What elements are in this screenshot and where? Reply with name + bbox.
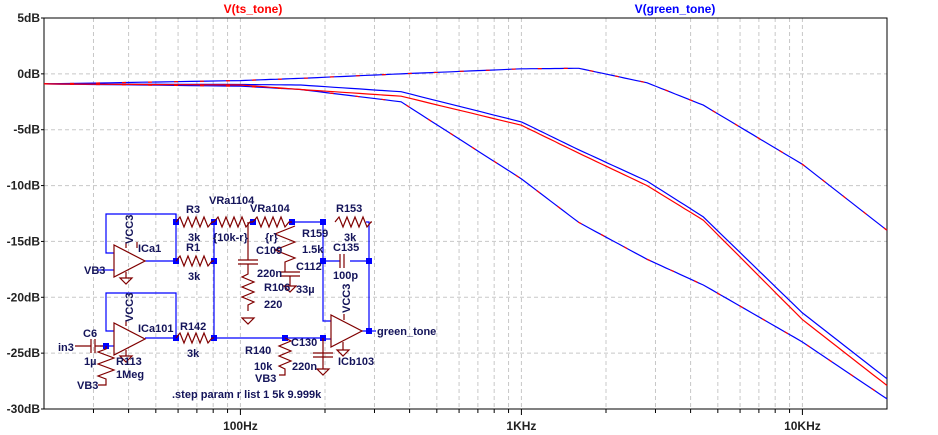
label-c130: C130 xyxy=(291,337,317,349)
net-label-vb3: VB3 xyxy=(255,373,276,385)
wire xyxy=(292,221,331,322)
label-c109: C109 xyxy=(256,245,282,257)
value-c135: 100p xyxy=(333,270,358,282)
ground-icon xyxy=(335,342,351,357)
label-ica1: ICa1 xyxy=(138,243,161,255)
label-vcc-icb103: VCC3 xyxy=(341,284,353,313)
trace-v-green-tone-r-5k xyxy=(43,83,888,380)
value-r1: 3k xyxy=(188,271,201,283)
label-vcc-ica1: VCC3 xyxy=(124,215,136,244)
capacitor-c130 xyxy=(313,338,333,376)
wire xyxy=(105,213,177,262)
y-tick-label: 0dB xyxy=(17,67,40,81)
net-label-in3: in3 xyxy=(58,342,74,354)
net-label-vb3: VB3 xyxy=(84,265,105,277)
plot-curves xyxy=(43,67,888,400)
value-r159: 1.5k xyxy=(302,244,324,256)
spice-directive-step[interactable]: .step param r list 1 5k 9.999k xyxy=(172,389,322,401)
capacitor-c135 xyxy=(339,254,345,268)
value-c6: 1µ xyxy=(84,356,96,368)
trace-v-green-tone-r-1 xyxy=(43,67,888,231)
opamp-ica101 xyxy=(113,322,147,356)
label-c135: C135 xyxy=(333,242,359,254)
value-c112: 33µ xyxy=(296,284,315,296)
capacitor-c109-resistor-r106 xyxy=(238,222,258,325)
value-c130: 220n xyxy=(292,361,317,373)
label-vra104: VRa104 xyxy=(250,203,291,215)
x-tick-label: 1KHz xyxy=(506,419,536,433)
wire xyxy=(362,221,370,332)
y-tick-label: -5dB xyxy=(13,123,40,137)
plot-grid xyxy=(44,17,887,410)
y-axis: 5dB 0dB -5dB -10dB -15dB -20dB -25dB -30dB xyxy=(7,11,44,416)
potentiometer-vra104 xyxy=(252,215,292,229)
label-vra1104: VRa1104 xyxy=(209,195,255,207)
y-tick-label: -25dB xyxy=(7,346,41,360)
ground-icon xyxy=(118,350,134,363)
trace-label-ts-tone[interactable]: V(ts_tone) xyxy=(224,2,283,16)
label-r142: R142 xyxy=(180,321,206,333)
ground-icon xyxy=(118,272,134,285)
value-r142: 3k xyxy=(187,348,200,360)
value-vra1104: {10k-r} xyxy=(213,232,249,244)
trace-v-ts-tone-r-5k xyxy=(43,83,888,386)
x-tick-label: 10KHz xyxy=(784,419,821,433)
y-tick-label: 5dB xyxy=(17,11,40,25)
capacitor-c6 xyxy=(75,339,103,353)
resistor-r113 xyxy=(96,346,116,386)
plot-frame xyxy=(43,17,888,410)
label-ica101: ICa101 xyxy=(138,323,173,335)
value-r140: 10k xyxy=(254,361,273,373)
trace-label-green-tone[interactable]: V(green_tone) xyxy=(635,2,716,16)
label-r106: R106 xyxy=(264,282,290,294)
value-vra104: {r} xyxy=(265,232,279,244)
resistor-r142 xyxy=(175,331,214,345)
resistor-r140 xyxy=(277,337,293,376)
resistor-r1 xyxy=(175,254,214,268)
label-r113: R113 xyxy=(116,356,142,368)
opamp-ica1 xyxy=(113,244,147,278)
value-r3: 3k xyxy=(188,232,201,244)
trace-v-ts-tone-r-1 xyxy=(43,67,888,231)
x-tick-label: 100Hz xyxy=(223,419,258,433)
resistor-r153 xyxy=(334,215,372,229)
y-tick-label: -15dB xyxy=(7,234,41,248)
opamp-icb103 xyxy=(330,314,364,348)
net-label-green-tone: green_tone xyxy=(377,326,436,338)
components xyxy=(75,215,372,386)
supply-pins xyxy=(125,242,345,326)
label-c112: C112 xyxy=(296,261,322,273)
y-tick-label: -20dB xyxy=(7,290,41,304)
wire xyxy=(105,292,177,339)
label-r1: R1 xyxy=(186,242,200,254)
capacitor-c112 xyxy=(280,271,300,293)
label-r153: R153 xyxy=(336,203,362,215)
label-r140: R140 xyxy=(245,345,271,357)
x-axis: 100Hz 1KHz 10KHz xyxy=(92,409,821,433)
label-r3: R3 xyxy=(186,204,200,216)
label-c6: C6 xyxy=(83,328,97,340)
value-r106: 220 xyxy=(264,299,282,311)
value-r113: 1Meg xyxy=(116,369,144,381)
resistor-r159 xyxy=(273,225,297,272)
potentiometer-vra1104 xyxy=(213,215,253,229)
label-vcc-ica101: VCC3 xyxy=(124,293,136,322)
resistor-r3 xyxy=(175,215,214,229)
value-c109: 220n xyxy=(257,268,282,280)
y-tick-label: -30dB xyxy=(7,402,41,416)
value-r153: 3k xyxy=(344,232,357,244)
schematic-labels: R3 3k R1 3k VRa1104 {10k-r} VRa104 {r} C… xyxy=(58,195,436,401)
y-tick-label: -10dB xyxy=(7,179,41,193)
label-icb103: ICb103 xyxy=(338,356,374,368)
schematic: R3 3k R1 3k VRa1104 {10k-r} VRa104 {r} C… xyxy=(58,195,436,401)
net-label-vb3: VB3 xyxy=(77,380,98,392)
label-r159: R159 xyxy=(302,228,328,240)
